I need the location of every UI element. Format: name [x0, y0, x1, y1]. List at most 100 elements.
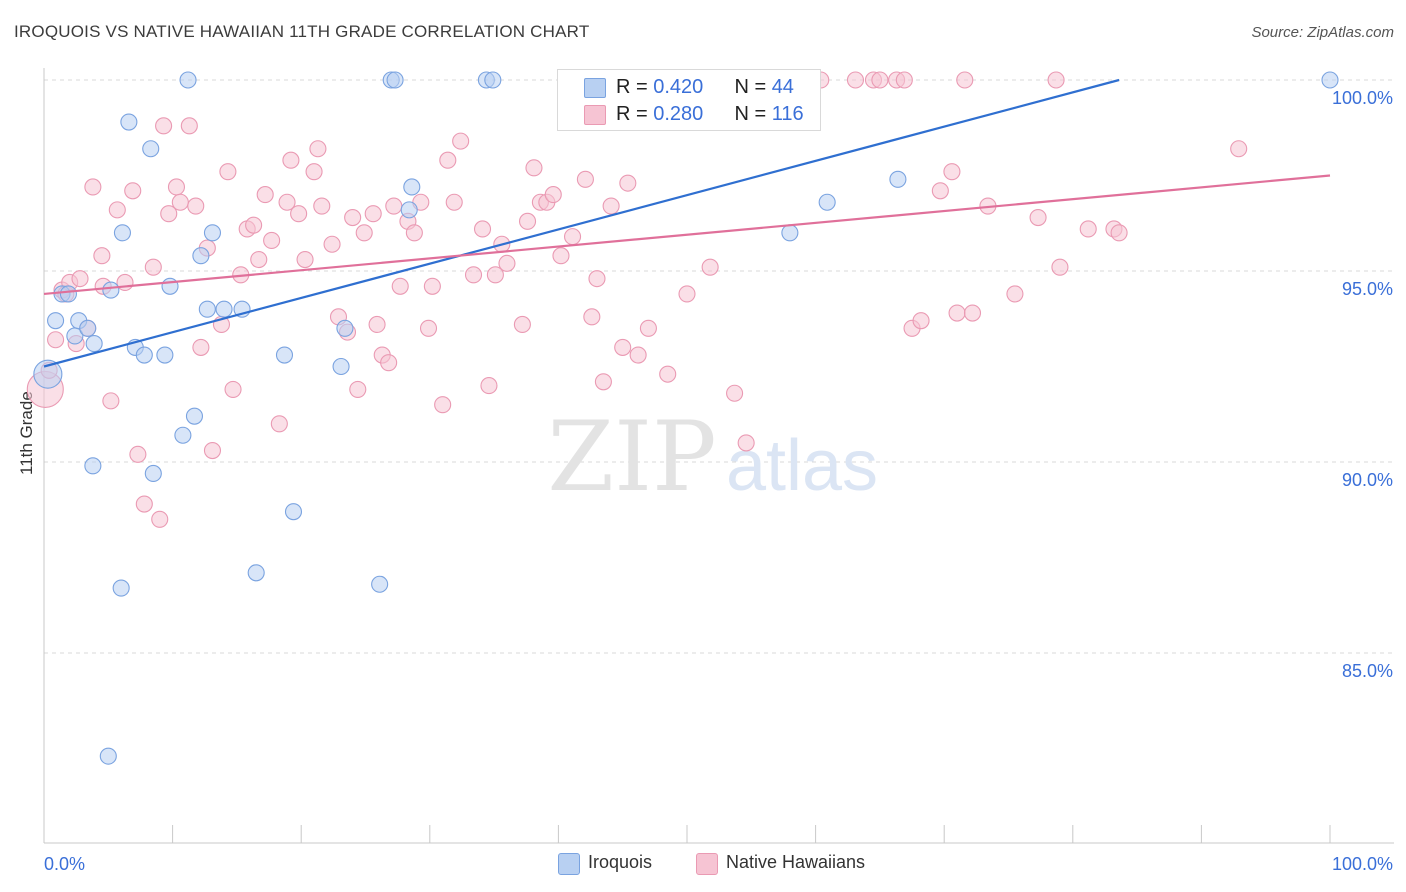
- data-point: [47, 331, 65, 349]
- n-value: 116: [771, 103, 804, 125]
- data-point: [278, 193, 296, 211]
- axes: [43, 68, 1394, 844]
- data-point: [912, 312, 930, 330]
- series-iroquois: [33, 71, 1339, 765]
- data-point: [336, 319, 354, 337]
- data-point: [452, 132, 470, 150]
- data-point: [284, 503, 303, 521]
- data-point: [629, 346, 647, 364]
- data-point: [256, 186, 274, 204]
- data-point: [1321, 71, 1339, 89]
- data-point: [180, 117, 198, 135]
- data-point: [203, 441, 222, 460]
- legend-label: Native Hawaiians: [726, 852, 866, 872]
- data-point: [701, 258, 719, 276]
- data-point: [583, 308, 601, 326]
- data-point: [296, 250, 314, 269]
- data-point: [895, 71, 913, 89]
- trend-line-iroquois: [43, 78, 1120, 368]
- data-point: [439, 151, 457, 169]
- data-point: [167, 178, 186, 196]
- trend-line-native-hawaiians: [43, 174, 1331, 296]
- data-point: [368, 315, 386, 334]
- data-point: [386, 71, 404, 89]
- data-point: [486, 266, 504, 284]
- data-point: [871, 71, 889, 89]
- data-point: [498, 254, 516, 272]
- data-point: [385, 197, 403, 215]
- data-point: [525, 159, 543, 177]
- x-tick-label: 0.0%: [44, 854, 85, 874]
- data-point: [355, 224, 373, 242]
- r-value: 0.420: [653, 76, 704, 98]
- data-point: [552, 247, 570, 265]
- data-point: [135, 495, 153, 513]
- data-point: [576, 170, 594, 188]
- source-credit: Source: ZipAtlas.com: [1251, 24, 1394, 41]
- data-point: [102, 281, 120, 299]
- data-point: [59, 285, 77, 303]
- data-point: [102, 392, 120, 410]
- data-point: [275, 346, 294, 364]
- watermark: ZIP atlas: [547, 401, 878, 513]
- data-point: [113, 224, 131, 242]
- data-point: [464, 266, 483, 284]
- data-point: [245, 216, 263, 234]
- data-point: [484, 71, 502, 89]
- data-point: [142, 140, 160, 158]
- data-point: [179, 71, 197, 89]
- chart-title: IROQUOIS VS NATIVE HAWAIIAN 11TH GRADE C…: [14, 22, 590, 41]
- data-point: [185, 407, 204, 425]
- data-point: [108, 201, 126, 219]
- data-point: [224, 380, 242, 398]
- data-point: [71, 270, 89, 288]
- data-point: [282, 151, 300, 169]
- data-point: [313, 197, 331, 215]
- data-point: [1230, 140, 1248, 158]
- data-point: [678, 285, 696, 303]
- data-point: [263, 231, 281, 249]
- data-point: [161, 277, 179, 295]
- data-point: [290, 205, 308, 223]
- data-point: [948, 304, 966, 322]
- trend-lines: [43, 78, 1331, 368]
- data-point: [619, 174, 637, 192]
- data-point: [203, 224, 222, 242]
- data-point: [781, 224, 799, 242]
- data-point: [156, 346, 174, 364]
- y-tick-label: 95.0%: [1342, 279, 1393, 299]
- data-point: [144, 464, 162, 483]
- data-point: [737, 434, 755, 452]
- data-point: [151, 510, 169, 528]
- data-point: [1051, 258, 1069, 276]
- r-label: R =: [616, 103, 654, 125]
- data-point: [171, 193, 189, 211]
- data-point: [419, 319, 438, 337]
- data-point: [405, 224, 423, 242]
- data-point: [84, 457, 102, 475]
- y-tick-label: 90.0%: [1342, 470, 1393, 490]
- data-point: [931, 182, 949, 200]
- data-point: [1079, 220, 1097, 238]
- data-point: [344, 208, 362, 227]
- gridlines: [44, 79, 1394, 654]
- data-point: [33, 359, 63, 389]
- data-point: [160, 205, 178, 223]
- data-point: [563, 228, 582, 246]
- data-point: [309, 140, 327, 158]
- x-tick-label: 100.0%: [1332, 854, 1393, 874]
- data-point: [85, 335, 103, 353]
- data-point: [846, 71, 865, 89]
- data-point: [187, 197, 205, 215]
- data-point: [250, 250, 268, 269]
- data-point: [659, 365, 677, 383]
- data-point: [120, 113, 138, 131]
- data-point: [602, 197, 620, 215]
- data-point: [1110, 224, 1128, 242]
- data-point: [400, 201, 418, 219]
- data-point: [215, 300, 233, 318]
- data-point: [79, 319, 97, 337]
- data-point: [371, 575, 389, 593]
- data-point: [639, 319, 657, 337]
